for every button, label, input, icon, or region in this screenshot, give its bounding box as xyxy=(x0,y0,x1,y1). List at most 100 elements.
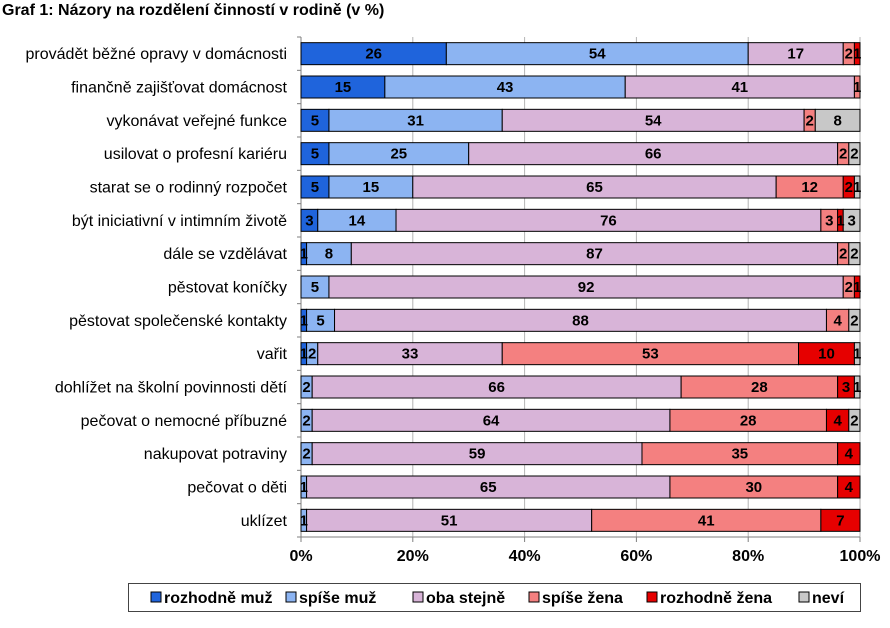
value-label: 4 xyxy=(833,412,842,429)
value-label: 54 xyxy=(589,46,606,63)
category-label: pečovat o nemocné příbuzné xyxy=(81,413,287,430)
value-label: 92 xyxy=(578,279,595,296)
x-tick-label: 80% xyxy=(732,548,764,565)
value-label: 4 xyxy=(845,446,854,463)
value-label: 14 xyxy=(349,212,366,229)
value-label: 17 xyxy=(787,46,804,63)
value-label: 41 xyxy=(731,79,748,96)
bar-segment xyxy=(820,508,861,532)
value-label: 28 xyxy=(751,379,768,396)
value-label: 2 xyxy=(850,246,858,263)
value-label: 87 xyxy=(586,246,603,263)
category-labels: provádět běžné opravy v domácnosti finanč… xyxy=(26,46,288,530)
value-label: 64 xyxy=(483,412,500,429)
value-labels: 26 54 17 2 115 43 41 15 31 54 2 85 25 66 2 25 15 65 12 2 13 1… xyxy=(300,46,862,530)
value-label: 15 xyxy=(363,179,380,196)
legend-label: neví xyxy=(812,590,845,607)
value-label: 1 xyxy=(300,246,308,263)
legend-swatch xyxy=(412,591,424,603)
x-tick-label: 0% xyxy=(289,548,312,565)
bar-segment xyxy=(853,75,861,99)
x-tick-label: 20% xyxy=(397,548,429,565)
value-label: 1 xyxy=(853,279,861,296)
value-label: 2 xyxy=(806,112,814,129)
value-label: 88 xyxy=(572,312,589,329)
value-label: 5 xyxy=(311,112,319,129)
category-label: pečovat o děti xyxy=(187,480,287,497)
value-label: 5 xyxy=(311,179,319,196)
value-label: 2 xyxy=(845,46,853,63)
legend-label: spíše muž xyxy=(299,590,376,607)
value-label: 31 xyxy=(407,112,424,129)
bar-segment xyxy=(848,142,861,166)
value-label: 65 xyxy=(480,479,497,496)
legend-label: rozhodně muž xyxy=(164,590,272,607)
value-label: 51 xyxy=(441,512,458,529)
bar-segment xyxy=(853,375,861,399)
value-label: 2 xyxy=(839,146,847,163)
legend-item: rozhodně muž xyxy=(150,590,272,607)
value-label: 53 xyxy=(642,346,659,363)
value-label: 30 xyxy=(745,479,762,496)
value-label: 10 xyxy=(818,346,835,363)
value-label: 2 xyxy=(845,279,853,296)
value-label: 54 xyxy=(645,112,662,129)
value-label: 3 xyxy=(847,212,855,229)
value-label: 5 xyxy=(316,312,324,329)
value-label: 59 xyxy=(469,446,486,463)
category-label: pěstovat společenské kontakty xyxy=(69,313,287,330)
bar-segment xyxy=(853,175,861,199)
category-label: dále se vzdělávat xyxy=(163,246,287,263)
value-label: 2 xyxy=(845,179,853,196)
value-label: 1 xyxy=(836,212,844,229)
category-label: dohlížet na školní povinnosti dětí xyxy=(55,380,288,397)
value-label: 2 xyxy=(839,246,847,263)
bar-segment xyxy=(842,208,861,232)
category-label: usilovat o profesní kariéru xyxy=(104,146,287,163)
legend-label: rozhodně žena xyxy=(660,590,772,607)
x-tick-label: 100% xyxy=(840,548,881,565)
value-label: 2 xyxy=(850,146,858,163)
category-label: finančně zajišťovat domácnost xyxy=(71,80,287,97)
legend-item: neví xyxy=(798,590,845,607)
category-label: provádět běžné opravy v domácnosti xyxy=(26,46,287,63)
value-label: 66 xyxy=(488,379,505,396)
category-label: nakupovat potraviny xyxy=(144,446,287,463)
bar-segment xyxy=(837,442,861,466)
legend-swatch xyxy=(646,591,658,603)
value-label: 2 xyxy=(302,379,310,396)
legend-item: spíše žena xyxy=(528,590,623,607)
value-label: 1 xyxy=(300,512,308,529)
legend-swatch xyxy=(798,591,810,603)
category-label: uklízet xyxy=(241,513,288,530)
value-label: 1 xyxy=(853,79,861,96)
legend-item: spíše muž xyxy=(285,590,376,607)
legend-box xyxy=(128,583,861,612)
x-tick-label: 60% xyxy=(620,548,652,565)
legend-label: spíše žena xyxy=(542,590,623,607)
value-label: 2 xyxy=(302,446,310,463)
value-label: 25 xyxy=(390,146,407,163)
bar-segment xyxy=(837,475,861,499)
value-label: 2 xyxy=(850,312,858,329)
legend-item: rozhodně žena xyxy=(646,590,772,607)
bar-segment xyxy=(853,342,861,366)
value-label: 5 xyxy=(311,279,319,296)
value-label: 8 xyxy=(833,112,841,129)
value-label: 43 xyxy=(497,79,514,96)
value-label: 26 xyxy=(365,46,382,63)
bar-segment xyxy=(814,108,861,132)
category-label: starat se o rodinný rozpočet xyxy=(90,180,288,197)
value-label: 33 xyxy=(402,346,419,363)
value-label: 28 xyxy=(740,412,757,429)
value-label: 4 xyxy=(845,479,854,496)
chart-title: Graf 1: Názory na rozdělení činností v r… xyxy=(2,2,384,19)
legend: rozhodně muž spíše muž oba stejně spíše žen… xyxy=(128,583,861,612)
legend-swatch xyxy=(285,591,297,603)
bar-segment xyxy=(848,242,861,266)
value-label: 2 xyxy=(302,412,310,429)
legend-swatch xyxy=(528,591,540,603)
value-label: 15 xyxy=(335,79,352,96)
x-tick-label: 40% xyxy=(509,548,541,565)
